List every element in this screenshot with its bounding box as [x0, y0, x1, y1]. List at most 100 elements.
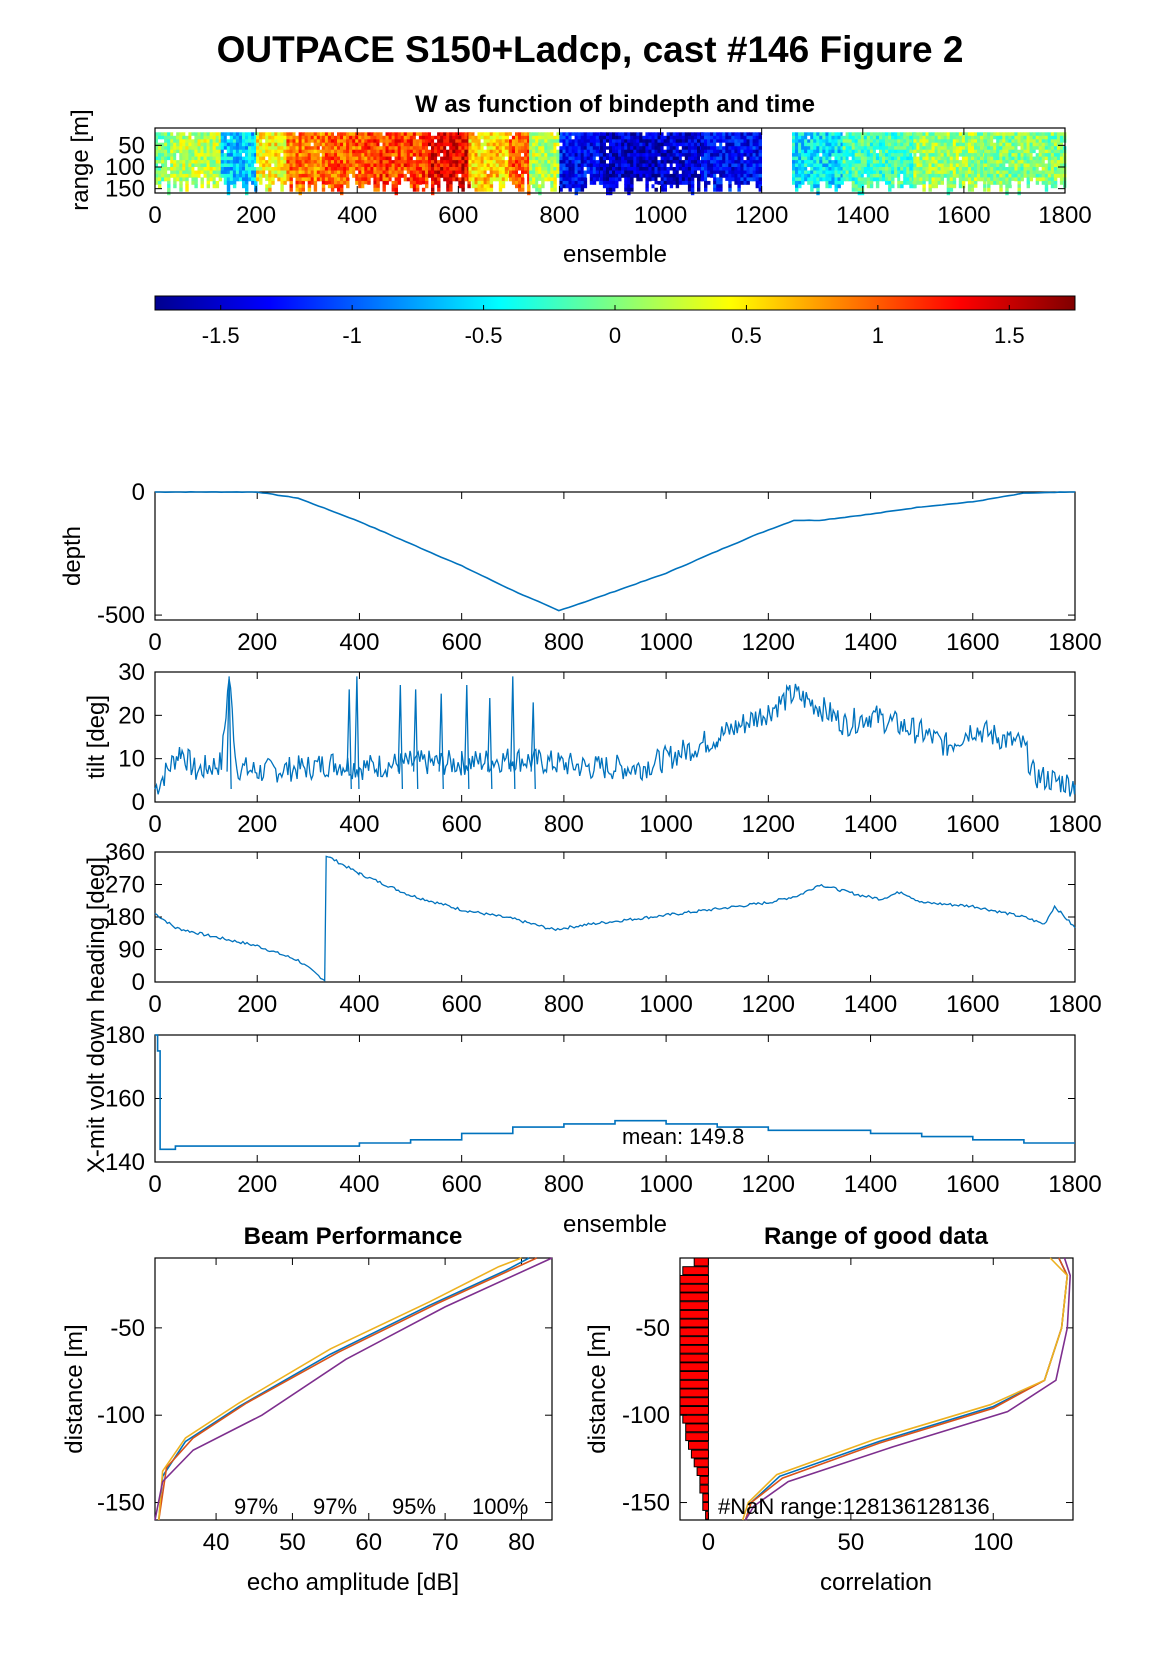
heatmap-cell [964, 177, 969, 182]
heatmap-cell [860, 135, 865, 140]
heatmap-cell [501, 142, 506, 147]
heatmap-cell [919, 167, 923, 171]
heatmap-cell [952, 156, 957, 161]
heatmap-cell [885, 146, 889, 151]
range-lines [741, 1257, 1072, 1521]
heatmap-cell [684, 132, 689, 137]
heatmap-cell [704, 173, 708, 178]
heatmap-cell [906, 139, 910, 144]
heatmap-cell [919, 142, 923, 147]
heatmap-cell [397, 170, 402, 175]
heatmap-cell [486, 173, 490, 178]
heatmap-cell [651, 139, 655, 144]
heatmap-cell [197, 173, 201, 178]
heatmap-cell [358, 142, 362, 147]
heatmap-cell [421, 132, 426, 137]
heatmap-cell [521, 163, 525, 168]
heatmap-cell [242, 139, 246, 144]
range-bar [688, 1440, 709, 1450]
heatmap-cell [176, 132, 180, 137]
heatmap-cell [831, 156, 835, 161]
heatmap-cell [361, 160, 365, 164]
heatmap-cell [834, 153, 838, 157]
heatmap-cell [713, 173, 717, 178]
heatmap-cell [461, 170, 465, 175]
heatmap-cell [1053, 163, 1058, 168]
heatmap-cell [854, 139, 859, 144]
heatmap-cell [710, 156, 714, 161]
heatmap-cell [562, 132, 566, 137]
heatmap-cell [379, 156, 383, 161]
heatmap-cell [330, 170, 335, 175]
heatmap-cell [609, 167, 613, 171]
heatmap-cell [188, 132, 192, 137]
heatmap-cell [471, 132, 475, 137]
heatmap-cell [492, 142, 497, 147]
heatmap-cell [903, 156, 907, 161]
heatmap-cell [421, 167, 426, 171]
heatmap-cell [792, 173, 796, 178]
heatmap-cell [535, 180, 539, 185]
heatmap-cell [274, 153, 278, 157]
heatmap-cell [704, 132, 708, 137]
heatmap-cell [349, 163, 353, 168]
heatmap-cell [934, 163, 938, 168]
heatmap-cell [663, 139, 667, 144]
heatmap-cell [391, 187, 395, 192]
heatmap-cell [642, 132, 646, 137]
heatmap-cell [869, 184, 874, 189]
heatmap-cell [834, 160, 838, 164]
heatmap-cell [749, 177, 753, 182]
heatmap-cell [731, 160, 735, 164]
heatmap-cell [176, 139, 180, 144]
heatmap-cell [687, 180, 692, 185]
heatmap-cell [599, 149, 604, 154]
heatmap-cell [547, 167, 551, 171]
heatmap-cell [660, 156, 664, 161]
heatmap-cell [248, 132, 252, 137]
heatmap-cell [807, 135, 811, 140]
heatmap-cell [828, 163, 832, 168]
heatmap-cell [746, 139, 750, 144]
heatmap-cell [1053, 170, 1058, 175]
heatmap-cell [645, 142, 649, 147]
heatmap-cell [731, 173, 735, 178]
heatmap-cell [813, 180, 817, 185]
heatmap-cell [828, 146, 832, 151]
heatmap-cell [612, 139, 616, 144]
heatmap-cell [795, 170, 799, 175]
heatmap-cell [515, 167, 519, 171]
heatmap-cell [358, 149, 362, 154]
heatmap-cell [651, 156, 655, 161]
heatmap-cell [529, 167, 533, 171]
heatmap-cell [916, 156, 920, 161]
heatmap-cell [474, 153, 478, 157]
heatmap-cell [280, 187, 284, 192]
heatmap-cell [961, 149, 966, 154]
heatmap-cell [229, 153, 234, 157]
heatmap-cell [612, 142, 616, 147]
heatmap-cell [412, 167, 417, 171]
heatmap-cell [636, 177, 640, 182]
heatmap-cell [840, 146, 844, 151]
heatmap-cell [731, 177, 735, 182]
heatmap-cell [660, 149, 664, 154]
heatmap-cell [280, 149, 284, 154]
heatmap-cell [464, 153, 468, 157]
heatmap-cell [544, 139, 548, 144]
heatmap-cell [541, 132, 545, 137]
heatmap-cell [875, 153, 880, 157]
heatmap-cell [541, 177, 545, 182]
heatmap-cell [819, 135, 823, 140]
heatmap-cell [825, 135, 829, 140]
heatmap-cell [489, 170, 494, 175]
heatmap-cell [974, 163, 978, 168]
heatmap-cell [919, 149, 923, 154]
heatmap-cell [1059, 160, 1064, 164]
heatmap-cell [1005, 142, 1009, 147]
heatmap-cell [265, 184, 269, 189]
heatmap-cell [364, 142, 368, 147]
heatmap-cell [1050, 184, 1055, 189]
heatmap-cell [434, 153, 438, 157]
heatmap-cell [1053, 167, 1058, 171]
